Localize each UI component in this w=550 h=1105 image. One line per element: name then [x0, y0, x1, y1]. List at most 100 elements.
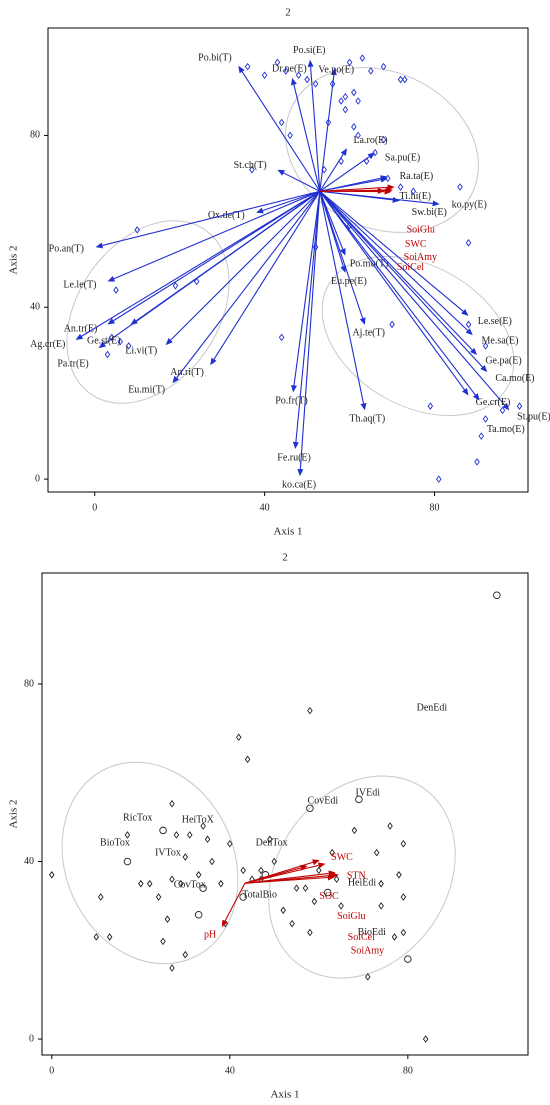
point: [499, 406, 506, 415]
variable-label: TotalBio: [242, 890, 277, 901]
point: [227, 839, 233, 848]
point: [258, 866, 264, 875]
vector-head: [339, 248, 346, 256]
vector-head: [107, 318, 115, 325]
vector-head: [470, 347, 478, 355]
point: [493, 591, 501, 599]
point: [295, 71, 302, 80]
vector-label: Me.sa(E): [482, 336, 519, 347]
vector-line: [319, 190, 506, 406]
vector-label: ko.py(E): [452, 199, 487, 210]
point: [316, 866, 322, 875]
point: [209, 857, 215, 866]
plot-frame: [41, 572, 529, 1056]
point: [146, 879, 153, 888]
variable-label: DenEdi: [417, 703, 448, 714]
vector-line: [319, 156, 370, 192]
vector-label: Ge.pa(E): [485, 356, 521, 367]
vector-label: STN: [347, 871, 366, 882]
point: [178, 879, 184, 888]
vector-label: Li.vi(T): [125, 346, 157, 357]
point: [169, 800, 175, 808]
point: [355, 97, 361, 105]
vector-label: ko.ca(E): [282, 479, 316, 490]
biplot-bottom: 2 Axis 1 Axis 2 0 40 80 0 40 80 RicTox HeiToX BioTo…: [8, 552, 529, 1101]
point: [169, 964, 175, 972]
vector-head: [210, 357, 217, 366]
point: [267, 835, 273, 844]
vector-label: SoiCel: [397, 262, 424, 273]
y-tick-label: 80: [24, 678, 34, 689]
variable-label: BioTox: [100, 838, 130, 849]
vector-label: Po.fr(T): [275, 396, 308, 407]
point: [400, 893, 407, 901]
vector-label: Sa.pu(E): [385, 153, 420, 164]
chart-title: 2: [285, 7, 291, 19]
point: [351, 826, 358, 835]
y-axis-label: Axis 2: [8, 799, 20, 828]
x-tick-label: 40: [225, 1065, 235, 1076]
vector-label: Po.an(T): [49, 244, 84, 255]
point: [124, 831, 131, 839]
variable-label: CovTox: [174, 879, 206, 890]
point: [304, 75, 310, 84]
vector-line: [319, 190, 473, 351]
vector-line: [319, 177, 382, 192]
point: [235, 733, 242, 741]
x-tick-label: 40: [260, 502, 270, 513]
vector-head: [317, 862, 326, 869]
point: [465, 239, 472, 247]
point: [311, 897, 318, 906]
group-ellipse: [285, 67, 479, 233]
point: [410, 187, 417, 196]
point: [380, 135, 387, 144]
vector-head: [95, 242, 104, 249]
point: [342, 105, 349, 114]
point: [249, 166, 255, 174]
point: [482, 415, 489, 423]
point: [138, 879, 144, 888]
vector-head: [502, 403, 510, 411]
vector-label: Eu.mi(T): [128, 385, 165, 396]
point: [240, 866, 246, 875]
variable-label: BioEdi: [358, 927, 387, 938]
vector-label: SOC: [319, 891, 339, 902]
vector-line: [319, 190, 476, 396]
variable-label: CovEdi: [308, 795, 339, 806]
point: [123, 857, 132, 866]
vector-head: [221, 919, 228, 928]
vector-head: [292, 441, 299, 450]
vector-label: An.ri(T): [170, 367, 204, 378]
point: [244, 755, 251, 764]
vector-label: SWC: [331, 852, 353, 863]
chart-title: 2: [282, 552, 288, 564]
point: [312, 80, 319, 88]
point: [387, 822, 393, 830]
vector-line: [135, 190, 321, 322]
vector-line: [213, 190, 321, 360]
point: [400, 839, 407, 848]
vector-head: [461, 387, 469, 396]
point: [307, 706, 313, 715]
point: [325, 118, 332, 127]
point: [465, 320, 472, 329]
point: [239, 893, 247, 901]
vector-label: Ge.cr(E): [476, 397, 511, 408]
vector-label: pH: [204, 929, 216, 940]
variable-label: RicTox: [123, 812, 152, 823]
point: [396, 871, 402, 879]
point: [106, 933, 113, 941]
point: [218, 879, 224, 888]
vector-head: [432, 200, 440, 207]
point: [289, 919, 295, 928]
point: [365, 973, 371, 981]
vector-line: [319, 191, 365, 404]
vector-line: [241, 71, 321, 192]
point: [204, 835, 211, 844]
vector-label: Sw.bi(E): [412, 207, 447, 218]
group-ellipse: [66, 220, 230, 404]
point: [274, 58, 281, 67]
point: [338, 157, 344, 165]
point: [333, 875, 340, 884]
x-tick-label: 0: [92, 502, 97, 513]
